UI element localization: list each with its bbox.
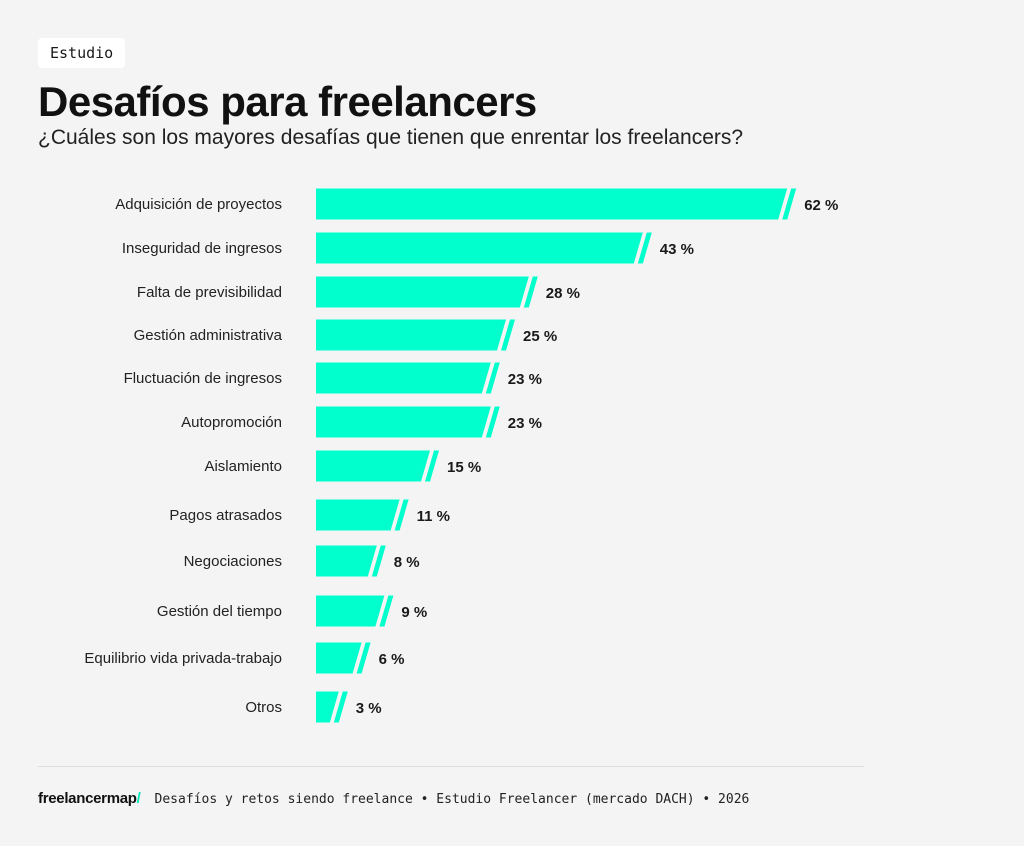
category-label: Gestión administrativa <box>134 327 283 344</box>
bar-slash <box>485 362 500 394</box>
bar <box>316 362 491 394</box>
brand-name: freelancermap <box>38 790 137 807</box>
value-label: 23 % <box>508 371 542 388</box>
category-label: Equilibrio vida privada-trabajo <box>84 650 282 667</box>
category-label: Adquisición de proyectos <box>115 196 282 213</box>
bar <box>316 450 430 482</box>
bar <box>316 232 643 264</box>
bar <box>316 642 362 674</box>
chart-title: Desafíos para freelancers <box>38 78 537 125</box>
bar-slash <box>782 188 797 220</box>
bar-slash <box>356 642 371 674</box>
bar-slash <box>501 319 515 351</box>
value-label: 11 % <box>417 508 450 525</box>
category-label: Gestión del tiempo <box>157 603 282 620</box>
bar-slash <box>523 276 538 308</box>
category-label: Otros <box>245 699 282 716</box>
bar <box>316 276 529 308</box>
category-label: Fluctuación de ingresos <box>124 370 282 387</box>
value-label: 8 % <box>394 554 420 571</box>
category-label: Falta de previsibilidad <box>137 284 282 301</box>
bar-slash <box>379 595 394 627</box>
value-label: 6 % <box>379 651 405 668</box>
value-label: 62 % <box>804 197 838 214</box>
value-label: 3 % <box>356 700 382 717</box>
bar-slash <box>425 450 439 482</box>
category-label: Negociaciones <box>184 553 282 570</box>
bar <box>316 499 400 531</box>
category-label: Inseguridad de ingresos <box>122 240 282 257</box>
brand-logo: freelancermap/ <box>38 790 141 807</box>
brand-slash: / <box>136 790 141 807</box>
category-label: Pagos atrasados <box>169 507 282 524</box>
value-label: 28 % <box>546 285 580 302</box>
bar-slash <box>637 232 652 264</box>
bar <box>316 545 377 577</box>
value-label: 43 % <box>660 241 694 258</box>
footer-divider <box>38 766 864 767</box>
category-label: Autopromoción <box>181 414 282 431</box>
bar-slash <box>394 499 409 531</box>
bar <box>316 319 506 351</box>
bar-slash <box>371 545 386 577</box>
bar-slash <box>333 691 348 723</box>
footer-source: Desafíos y retos siendo freelance • Estu… <box>154 792 750 807</box>
bar <box>316 406 491 438</box>
value-label: 25 % <box>523 328 557 345</box>
bar-slash <box>485 406 500 438</box>
category-label: Aislamiento <box>204 458 282 475</box>
bar-chart: Adquisición de proyectos 62 % Inseguridad … <box>84 188 838 723</box>
bar <box>316 188 788 220</box>
value-label: 23 % <box>508 415 542 432</box>
bar <box>316 691 339 723</box>
study-tag: Estudio <box>38 38 126 68</box>
value-label: 9 % <box>401 604 427 621</box>
chart-subtitle: ¿Cuáles son los mayores desafías que tie… <box>38 126 744 149</box>
bar <box>316 595 385 627</box>
footer: freelancermap/ Desafíos y retos siendo f… <box>38 790 749 807</box>
value-label: 15 % <box>447 459 481 476</box>
